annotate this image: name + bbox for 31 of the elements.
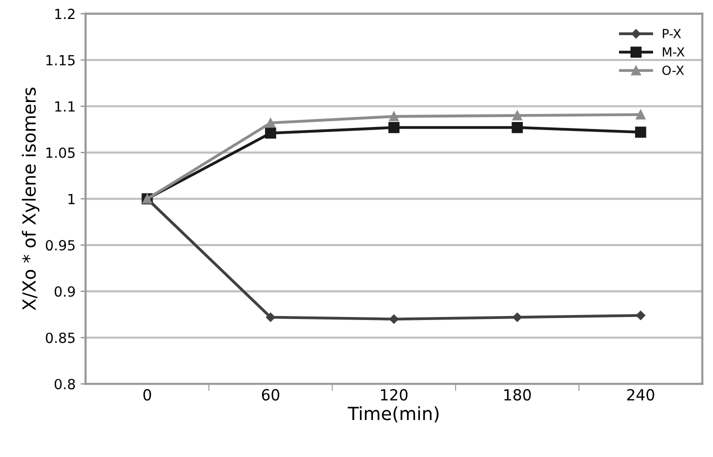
y-tick-label: 0.8 bbox=[54, 378, 75, 390]
y-tick-label: 1.15 bbox=[46, 55, 75, 66]
x-tick-label: 180 bbox=[504, 389, 531, 401]
point bbox=[636, 310, 646, 320]
x-axis-title: Time(min) bbox=[348, 406, 439, 422]
point bbox=[512, 312, 522, 322]
y-tick-label: 1.2 bbox=[55, 8, 74, 19]
legend-label: P-X bbox=[662, 29, 681, 38]
point bbox=[635, 126, 646, 138]
point bbox=[266, 118, 276, 128]
point bbox=[636, 110, 646, 120]
point bbox=[388, 122, 400, 134]
point bbox=[389, 314, 399, 324]
y-tick-label: 1 bbox=[68, 194, 75, 204]
point bbox=[512, 122, 523, 134]
y-tick-label: 0.85 bbox=[46, 332, 75, 344]
point bbox=[512, 110, 522, 120]
y-tick-label: 1.05 bbox=[46, 147, 75, 158]
legend-label: M-X bbox=[662, 47, 684, 57]
x-tick-label: 60 bbox=[262, 389, 280, 401]
x-tick-label: 120 bbox=[381, 389, 408, 401]
x-tick-label: 240 bbox=[627, 389, 654, 401]
x-tick-label: 0 bbox=[143, 389, 152, 401]
point bbox=[389, 112, 399, 122]
legend-label: O-X bbox=[662, 66, 684, 76]
y-tick-label: 1.1 bbox=[55, 101, 75, 112]
y-tick-label: 0.9 bbox=[54, 286, 75, 297]
point bbox=[265, 128, 276, 139]
y-tick-label: 0.95 bbox=[46, 240, 75, 251]
y-axis-title: X/Xo * of Xylene isomers bbox=[22, 88, 40, 310]
point bbox=[266, 312, 276, 322]
